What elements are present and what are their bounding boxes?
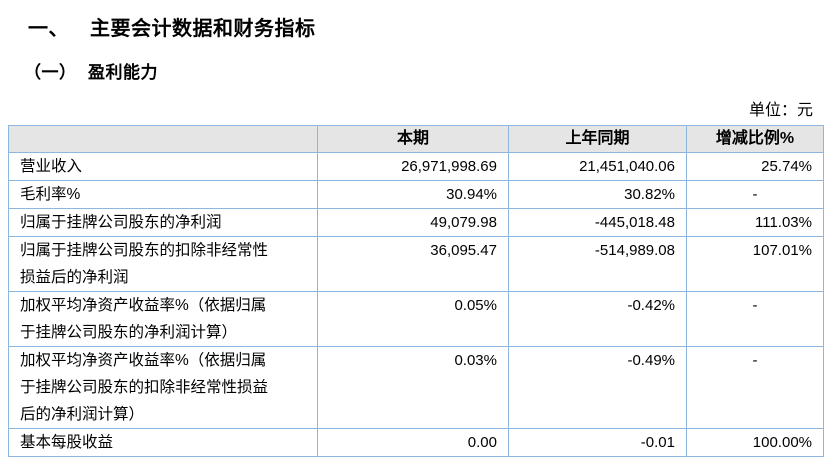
cell-current: 26,971,998.69 <box>317 152 509 181</box>
table-row-operating-revenue: 营业收入 26,971,998.69 21,451,040.06 25.74% <box>8 152 824 181</box>
cell-prior: -0.49% <box>508 346 687 429</box>
cell-prior: -514,989.08 <box>508 236 687 292</box>
table-row-basic-eps: 基本每股收益 0.00 -0.01 100.00% <box>8 428 824 457</box>
cell-current: 0.05% <box>317 291 509 347</box>
subsection-number: （一） <box>24 63 77 82</box>
table-header-row: 本期 上年同期 增减比例% <box>8 125 824 153</box>
unit-label: 单位：元 <box>748 102 813 119</box>
subsection-title: 盈利能力 <box>88 63 158 82</box>
row-label: 营业收入 <box>8 152 318 181</box>
header-prior-period: 上年同期 <box>508 125 687 153</box>
row-label: 加权平均净资产收益率%（依据归属于挂牌公司股东的净利润计算） <box>8 291 318 347</box>
section-heading: 一、 主要会计数据和财务指标 <box>28 12 831 41</box>
cell-prior: 30.82% <box>508 180 687 209</box>
cell-change: 107.01% <box>686 236 824 292</box>
cell-change: - <box>686 291 824 347</box>
cell-prior: -445,018.48 <box>508 208 687 237</box>
header-indicator <box>8 125 318 153</box>
cell-current: 0.03% <box>317 346 509 429</box>
row-label: 毛利率% <box>8 180 318 209</box>
row-label: 归属于挂牌公司股东的净利润 <box>8 208 318 237</box>
row-label: 基本每股收益 <box>8 428 318 457</box>
cell-change: 111.03% <box>686 208 824 237</box>
table-row-weighted-avg-roe: 加权平均净资产收益率%（依据归属于挂牌公司股东的净利润计算） 0.05% -0.… <box>8 291 824 347</box>
document-page: 一、 主要会计数据和财务指标 （一） 盈利能力 单位：元 本期 上年同期 增减比例%… <box>0 12 831 459</box>
table-row-gross-margin: 毛利率% 30.94% 30.82% - <box>8 180 824 209</box>
table-row-net-profit: 归属于挂牌公司股东的净利润 49,079.98 -445,018.48 111.… <box>8 208 824 237</box>
cell-change: - <box>686 346 824 429</box>
cell-prior: -0.01 <box>508 428 687 457</box>
section-number: 一、 <box>28 18 69 40</box>
cell-current: 30.94% <box>317 180 509 209</box>
subsection-heading: （一） 盈利能力 <box>24 58 831 83</box>
table-row-net-profit-excl-nonrecurring: 归属于挂牌公司股东的扣除非经常性损益后的净利润 36,095.47 -514,9… <box>8 236 824 292</box>
cell-current: 0.00 <box>317 428 509 457</box>
section-title: 主要会计数据和财务指标 <box>90 18 316 40</box>
cell-current: 36,095.47 <box>317 236 509 292</box>
row-label: 加权平均净资产收益率%（依据归属于挂牌公司股东的扣除非经常性损益后的净利润计算） <box>8 346 318 429</box>
cell-prior: -0.42% <box>508 291 687 347</box>
cell-prior: 21,451,040.06 <box>508 152 687 181</box>
header-current-period: 本期 <box>317 125 509 153</box>
row-label: 归属于挂牌公司股东的扣除非经常性损益后的净利润 <box>8 236 318 292</box>
header-change-ratio: 增减比例% <box>686 125 824 153</box>
cell-change: 100.00% <box>686 428 824 457</box>
cell-change: - <box>686 180 824 209</box>
profitability-table: 本期 上年同期 增减比例% 营业收入 26,971,998.69 21,451,… <box>8 125 824 457</box>
cell-change: 25.74% <box>686 152 824 181</box>
cell-current: 49,079.98 <box>317 208 509 237</box>
table-row-weighted-avg-roe-excl-nonrecurring: 加权平均净资产收益率%（依据归属于挂牌公司股东的扣除非经常性损益后的净利润计算）… <box>8 346 824 429</box>
